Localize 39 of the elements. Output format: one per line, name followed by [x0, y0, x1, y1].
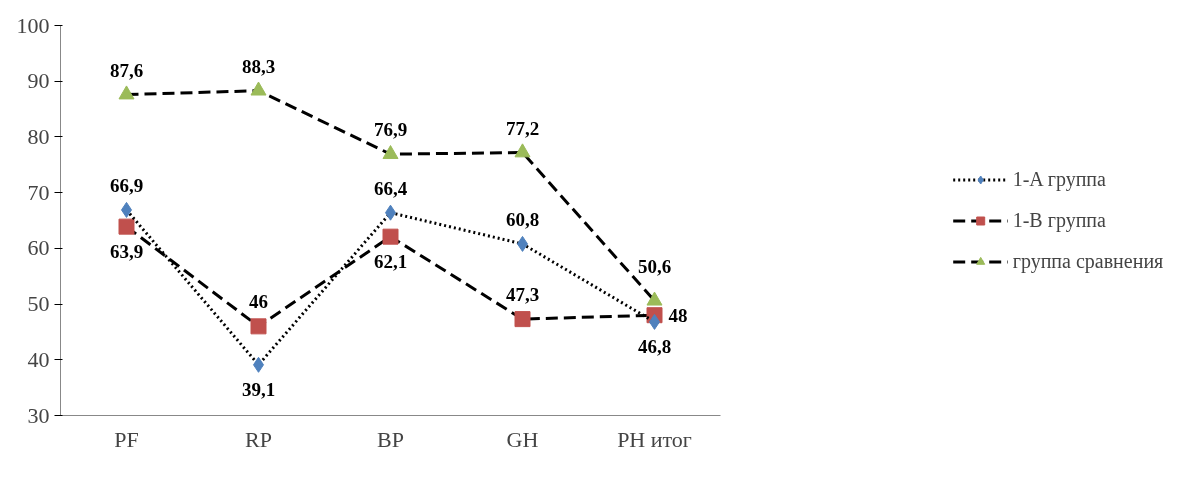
x-tick-label: RP	[245, 426, 272, 452]
point	[118, 85, 135, 100]
y-tick-label: 50	[27, 291, 50, 317]
data-label: 66,4	[373, 177, 408, 199]
data-label: 46,8	[637, 335, 672, 357]
legend-label: 1-B группа	[1012, 208, 1106, 232]
data-label: 62,1	[373, 250, 408, 272]
y-tick-label: 70	[27, 179, 50, 205]
point	[514, 143, 531, 158]
data-label: 66,9	[109, 174, 144, 196]
y-tick-label: 40	[27, 346, 50, 372]
point	[250, 81, 267, 96]
point	[382, 228, 399, 245]
y-tick-label: 100	[16, 12, 50, 38]
x-tick-label: BP	[377, 426, 404, 452]
data-label: 48	[668, 304, 688, 326]
point	[382, 145, 399, 160]
y-tick-label: 60	[27, 235, 50, 261]
point	[514, 311, 531, 328]
data-label: 76,9	[373, 119, 408, 141]
point	[250, 318, 267, 335]
data-label: 77,2	[505, 117, 540, 139]
data-label: 88,3	[241, 55, 276, 77]
data-label: 47,3	[505, 284, 540, 306]
data-label: 60,8	[505, 208, 540, 230]
data-label: 50,6	[637, 255, 672, 277]
x-tick-label: PH итог	[617, 426, 692, 452]
y-tick-label: 30	[27, 402, 50, 428]
x-tick-label: PF	[114, 426, 139, 452]
data-label: 87,6	[109, 59, 144, 81]
point	[118, 218, 135, 235]
x-tick-label: GH	[506, 426, 539, 452]
data-label: 63,9	[109, 240, 144, 262]
legend-label: 1-A группа	[1012, 167, 1106, 191]
legend-label: группа сравнения	[1012, 249, 1164, 273]
data-label: 46	[249, 291, 268, 313]
y-tick-label: 90	[27, 68, 50, 94]
data-label: 39,1	[241, 378, 276, 400]
y-tick-label: 80	[27, 123, 50, 149]
